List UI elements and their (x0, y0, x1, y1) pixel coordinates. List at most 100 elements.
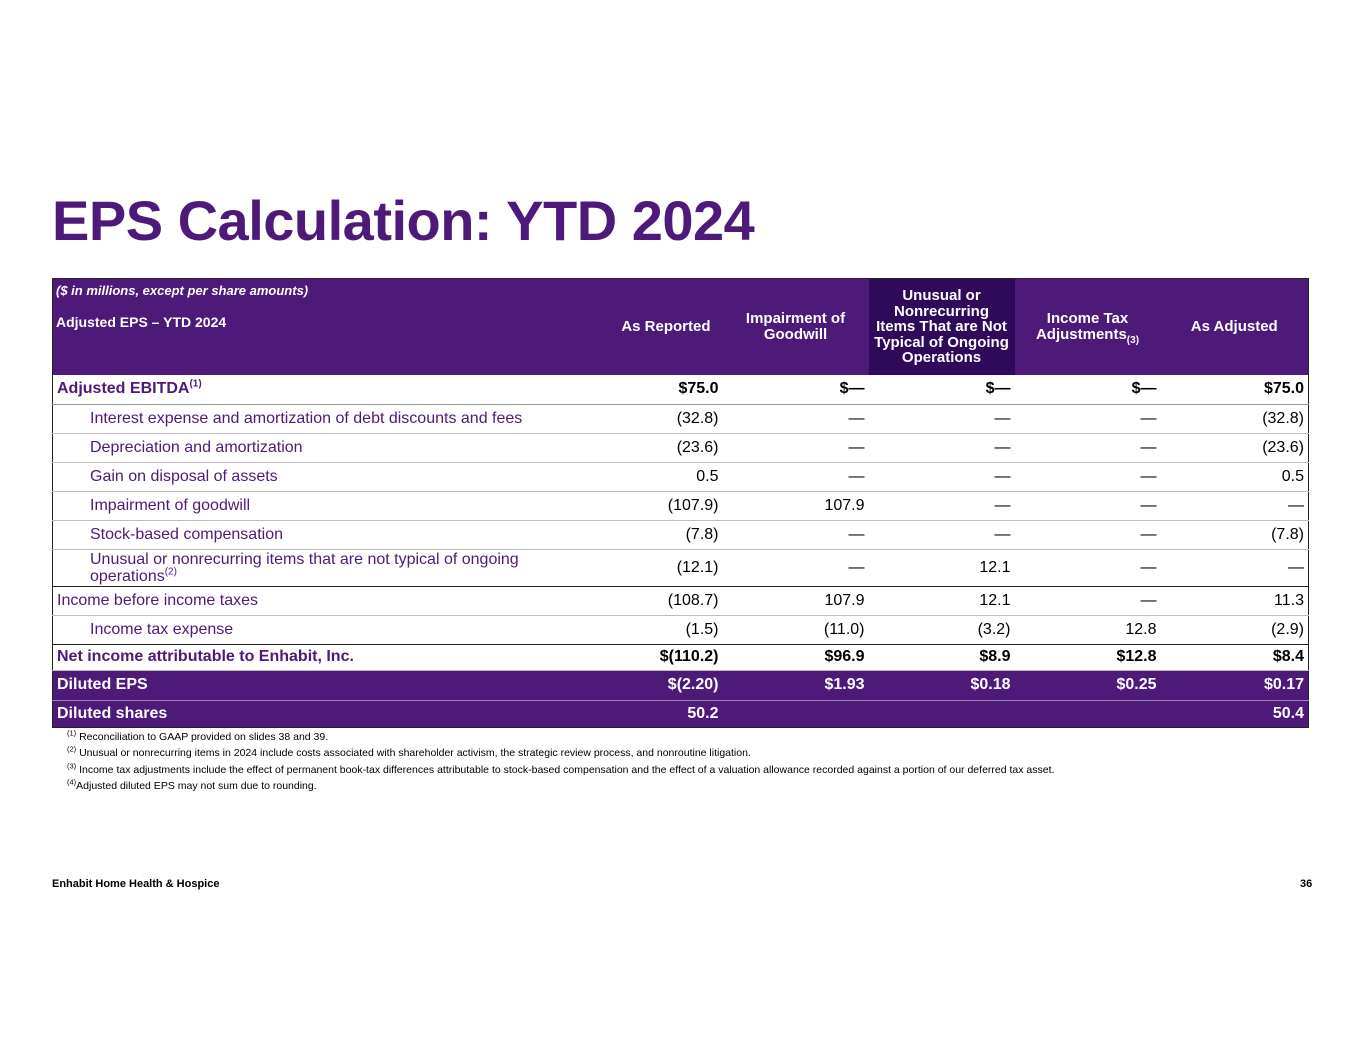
cell-impairment: — (848, 409, 865, 427)
footnote: (4)Adjusted diluted EPS may not sum due … (67, 777, 317, 793)
table-row: Diluted EPS $(2.20) $1.93 $0.18 $0.25 $0… (52, 670, 1309, 700)
table-header-row: ($ in millions, except per share amounts… (52, 278, 1309, 375)
cell-as-adjusted: — (1288, 496, 1304, 514)
cell-as-reported: (12.1) (676, 558, 719, 576)
row-label: Net income attributable to Enhabit, Inc. (57, 648, 354, 665)
table-subtitle: Adjusted EPS – YTD 2024 (56, 314, 227, 330)
cell-as-reported: (7.8) (685, 525, 719, 543)
row-label: Adjusted EBITDA(1) (57, 378, 202, 398)
cell-impairment: — (848, 558, 865, 576)
row-label: Diluted shares (57, 704, 168, 722)
cell-as-reported: (1.5) (685, 620, 719, 638)
cell-as-adjusted: (2.9) (1271, 620, 1304, 638)
col-income-tax-adjustments: Income Tax Adjustments(3) (1014, 278, 1161, 375)
cell-as-reported: $75.0 (678, 380, 719, 398)
cell-impairment: 107.9 (824, 591, 865, 609)
cell-impairment (723, 700, 869, 727)
col-income-tax-sup: (3) (1126, 335, 1140, 346)
cell-unusual: 12.1 (979, 591, 1011, 609)
col-income-tax-label: Income Tax Adjustments (1035, 310, 1129, 343)
cell-as-adjusted: (7.8) (1271, 525, 1304, 543)
eps-table: ($ in millions, except per share amounts… (52, 278, 1309, 728)
cell-impairment: $96.9 (824, 648, 865, 665)
cell-income-tax: — (1140, 496, 1157, 514)
table-row: Adjusted EBITDA(1) $75.0 $— $— $— $75.0 (52, 375, 1309, 404)
cell-as-adjusted: (23.6) (1262, 438, 1304, 456)
table-row: Interest expense and amortization of deb… (52, 404, 1309, 433)
cell-as-reported: $(110.2) (659, 648, 719, 665)
cell-impairment: $— (839, 380, 865, 398)
row-label: Unusual or nonrecurring items that are n… (90, 550, 519, 585)
footnote: (2) Unusual or nonrecurring items in 202… (67, 744, 751, 760)
cell-impairment: $1.93 (824, 676, 865, 693)
cell-unusual: — (994, 496, 1011, 514)
row-label: Gain on disposal of assets (90, 467, 278, 485)
units-note: ($ in millions, except per share amounts… (56, 283, 309, 298)
table-row: Income before income taxes (108.7) 107.9… (52, 586, 1309, 615)
table-row: Unusual or nonrecurring items that are n… (52, 549, 1309, 586)
cell-impairment: (11.0) (823, 620, 865, 638)
table-row: Diluted shares 50.2 50.4 (52, 700, 1309, 727)
cell-unusual: 12.1 (979, 558, 1011, 576)
cell-income-tax: — (1140, 525, 1157, 543)
cell-as-adjusted: 50.4 (1272, 704, 1304, 722)
cell-impairment: — (848, 438, 865, 456)
cell-unusual: $— (985, 380, 1011, 398)
page-number: 36 (1300, 878, 1313, 890)
cell-income-tax: $— (1131, 380, 1157, 398)
cell-as-adjusted: — (1288, 558, 1304, 576)
col-impairment-goodwill: Impairment of Goodwill (722, 278, 869, 375)
table-row: Net income attributable to Enhabit, Inc.… (52, 644, 1309, 670)
row-label: Depreciation and amortization (90, 438, 303, 456)
col-unusual-items: Unusual or Nonrecurring Items That are N… (868, 278, 1015, 375)
cell-as-adjusted: $0.17 (1263, 676, 1304, 693)
table-row: Impairment of goodwill (107.9) 107.9 — —… (52, 491, 1309, 520)
row-label: Impairment of goodwill (90, 496, 251, 514)
cell-unusual: (3.2) (977, 620, 1011, 638)
cell-income-tax: — (1140, 591, 1157, 609)
cell-unusual: — (994, 409, 1011, 427)
table-row: Depreciation and amortization (23.6) — —… (52, 433, 1309, 462)
cell-income-tax: $12.8 (1116, 648, 1157, 665)
cell-as-reported: $(2.20) (667, 676, 719, 693)
table-row: Income tax expense (1.5) (11.0) (3.2) 12… (52, 615, 1309, 644)
cell-income-tax: — (1140, 467, 1157, 485)
cell-unusual: $0.18 (970, 676, 1011, 693)
row-label: Income before income taxes (57, 591, 258, 609)
footnotes: (1) Reconciliation to GAAP provided on s… (67, 729, 1054, 795)
table-row: Gain on disposal of assets 0.5 — — — 0.5 (52, 462, 1309, 491)
cell-as-reported: (107.9) (667, 496, 719, 514)
cell-impairment: 107.9 (824, 496, 865, 514)
cell-unusual: — (994, 467, 1011, 485)
row-label: Stock-based compensation (90, 525, 283, 543)
col-as-reported: As Reported (582, 278, 723, 375)
cell-as-reported: (32.8) (676, 409, 719, 427)
cell-unusual: $8.9 (979, 648, 1011, 665)
row-label: Income tax expense (90, 620, 234, 638)
cell-as-adjusted: $75.0 (1263, 380, 1304, 398)
cell-income-tax: — (1140, 409, 1157, 427)
row-label: Diluted EPS (57, 676, 148, 693)
header-label-cell: ($ in millions, except per share amounts… (52, 278, 583, 375)
cell-income-tax (1015, 700, 1161, 727)
cell-unusual (869, 700, 1015, 727)
cell-as-adjusted: 0.5 (1281, 467, 1304, 485)
footnote: (3) Income tax adjustments include the e… (67, 761, 1055, 776)
cell-as-adjusted: $8.4 (1272, 648, 1304, 665)
footnote: (1) Reconciliation to GAAP provided on s… (67, 728, 329, 743)
cell-income-tax: — (1140, 438, 1157, 456)
cell-as-reported: 0.5 (696, 467, 719, 485)
cell-income-tax: $0.25 (1116, 676, 1157, 693)
cell-unusual: — (994, 525, 1011, 543)
cell-as-adjusted: (32.8) (1262, 409, 1304, 427)
cell-income-tax: — (1140, 558, 1157, 576)
table-row: Stock-based compensation (7.8) — — — (7.… (52, 520, 1309, 549)
cell-as-reported: (108.7) (667, 591, 719, 609)
col-as-adjusted: As Adjusted (1160, 278, 1309, 375)
cell-impairment: — (848, 467, 865, 485)
cell-impairment: — (848, 525, 865, 543)
cell-income-tax: 12.8 (1125, 620, 1157, 638)
page-title: EPS Calculation: YTD 2024 (52, 189, 755, 252)
footer-brand: Enhabit Home Health & Hospice (52, 878, 220, 890)
cell-as-reported: (23.6) (676, 438, 719, 456)
